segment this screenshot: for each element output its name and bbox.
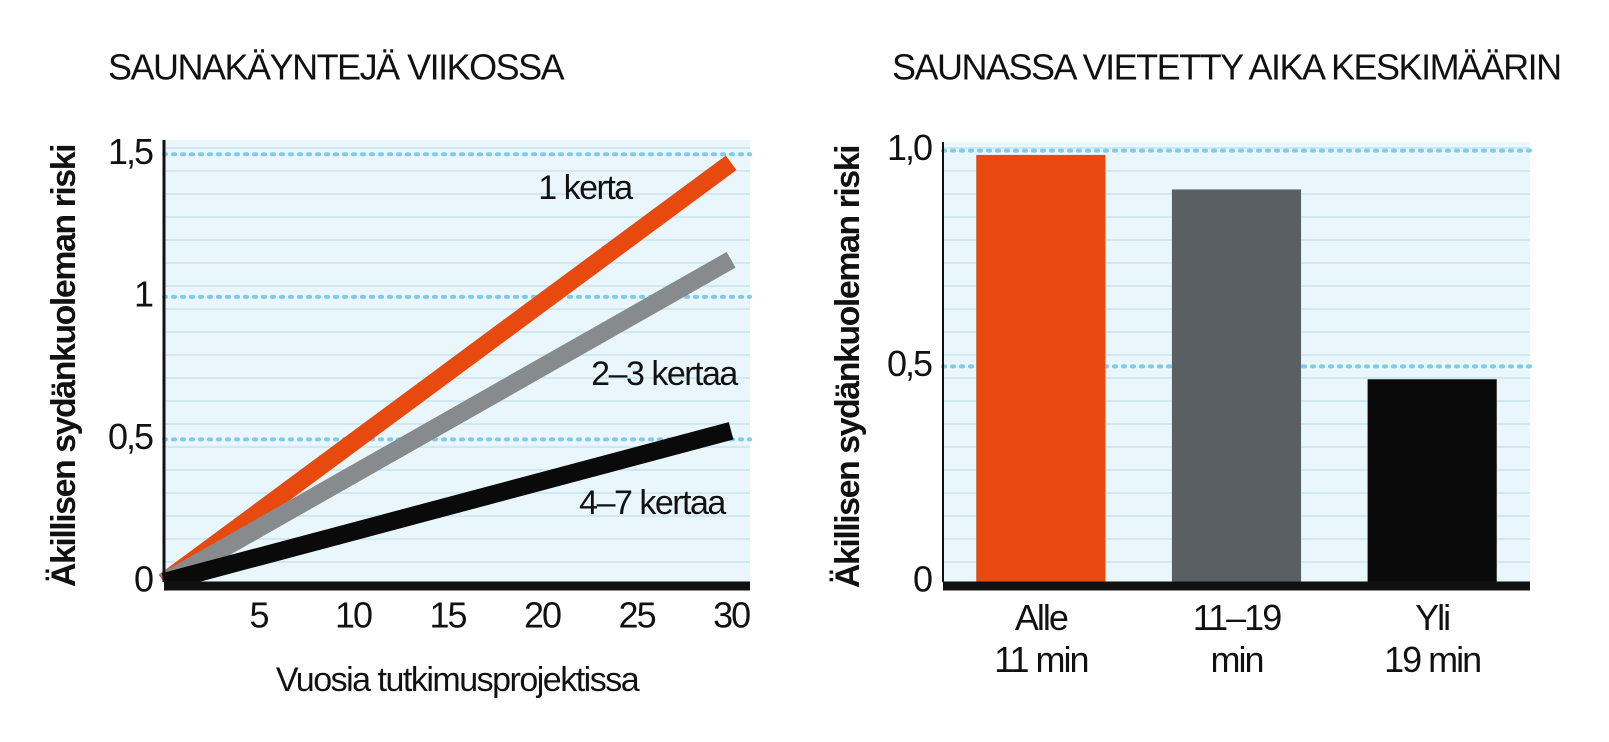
x-tick-label: 10 [335, 595, 372, 636]
x-tick-label: 15 [430, 595, 467, 636]
bar [1171, 189, 1302, 582]
y-tick-label: 0,5 [108, 416, 153, 457]
x-tick-line: Alle [1015, 597, 1068, 638]
series-label: 1 kerta [538, 169, 633, 207]
x-tick-label: Alle 11 min [994, 597, 1087, 680]
y-tick-label: 1,5 [108, 131, 153, 172]
x-tick-label: 11–19 min [1193, 597, 1281, 680]
y-tick-label: 1,0 [887, 127, 932, 168]
chart-title: SAUNASSA VIETETTY AIKA KESKIMÄÄRIN [892, 47, 1561, 88]
series-label: 4–7 kertaa [579, 484, 726, 522]
y-tick-label: 0 [134, 559, 153, 600]
chart-title: SAUNAKÄYNTEJÄ VIIKOSSA [108, 47, 565, 88]
x-tick-label: 5 [250, 595, 269, 636]
y-axis-label: Äkillisen sydänkuoleman riski [45, 145, 83, 587]
bar [1367, 379, 1497, 582]
series-label: 2–3 kertaa [591, 355, 738, 393]
x-tick-line: 11–19 [1193, 597, 1281, 638]
bar [976, 154, 1106, 583]
y-tick-label: 1 [134, 273, 153, 314]
y-tick-label: 0,5 [887, 343, 932, 384]
x-tick-label: Yli 19 min [1384, 597, 1480, 680]
line-series [161, 422, 734, 591]
y-axis-label: Äkillisen sydänkuoleman riski [829, 146, 867, 588]
x-tick-line: min [1210, 639, 1262, 680]
x-tick-line: Yli [1415, 597, 1449, 638]
x-tick-label: 30 [713, 595, 750, 636]
x-tick-line: 19 min [1384, 639, 1480, 680]
x-tick-line: 11 min [994, 639, 1087, 680]
x-tick-label: 20 [524, 595, 561, 636]
x-tick-label: 25 [619, 595, 656, 636]
y-tick-label: 0 [913, 559, 932, 600]
line-series [159, 251, 736, 590]
x-axis-label: Vuosia tutkimusprojektissa [276, 661, 640, 699]
line-series [158, 155, 737, 590]
